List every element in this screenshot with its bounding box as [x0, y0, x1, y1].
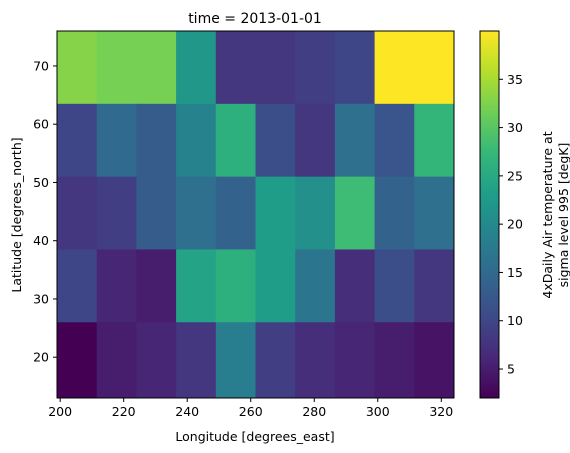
- heatmap-cell: [414, 31, 455, 105]
- heatmap-cell: [414, 249, 455, 323]
- heatmap-cell: [414, 176, 455, 250]
- heatmap-cell: [136, 249, 177, 323]
- y-tick-label: 50: [33, 175, 49, 190]
- heatmap-cell: [334, 103, 376, 178]
- heatmap-cell: [374, 249, 415, 323]
- x-tick-label: 240: [175, 404, 199, 419]
- heatmap-cell: [255, 249, 296, 323]
- y-axis-label: Latitude [degrees_north]: [9, 137, 24, 292]
- x-axis-label: Longitude [degrees_east]: [175, 429, 334, 444]
- heatmap-cell: [295, 322, 336, 399]
- heatmap-cell: [374, 31, 415, 105]
- heatmap-cells: [57, 31, 455, 399]
- colorbar-tick-label: 30: [507, 120, 523, 135]
- chart-title: time = 2013-01-01: [188, 11, 322, 27]
- heatmap-cell: [215, 176, 256, 250]
- heatmap-cell: [96, 249, 137, 323]
- heatmap-cell: [96, 176, 137, 250]
- y-tick-label: 60: [33, 117, 49, 132]
- heatmap-cell: [57, 31, 98, 105]
- heatmap-cell: [295, 103, 336, 178]
- heatmap-cell: [374, 103, 415, 178]
- x-axis-ticks: 200 220 240 260 280 300 320: [48, 398, 453, 419]
- x-tick-label: 200: [48, 404, 72, 419]
- colorbar-tick-label: 25: [507, 168, 523, 183]
- colorbar-tick-label: 20: [507, 217, 523, 232]
- heatmap-cell: [295, 176, 336, 250]
- heatmap-cell: [334, 249, 376, 323]
- heatmap-cell: [334, 176, 376, 250]
- heatmap-cell: [176, 249, 217, 323]
- colorbar-label-line-2: sigma level 995 [degK]: [556, 143, 570, 288]
- heatmap-cell: [96, 103, 137, 178]
- heatmap-cell: [136, 176, 177, 250]
- y-tick-label: 20: [33, 350, 49, 365]
- heatmap-cell: [57, 322, 98, 399]
- heatmap-cell: [334, 322, 376, 399]
- heatmap-cell: [255, 176, 296, 250]
- x-tick-label: 300: [366, 404, 390, 419]
- heatmap-cell: [176, 103, 217, 178]
- heatmap-cell: [215, 322, 256, 399]
- x-tick-label: 220: [112, 404, 136, 419]
- heatmap-cell: [374, 322, 415, 399]
- heatmap-cell: [96, 322, 137, 399]
- colorbar: [479, 30, 500, 399]
- x-tick-label: 320: [429, 404, 453, 419]
- heatmap-cell: [414, 103, 455, 178]
- heatmap-cell: [295, 31, 336, 105]
- y-tick-label: 70: [33, 58, 49, 73]
- heatmap-cell: [176, 31, 217, 105]
- heatmap-cell: [57, 103, 98, 178]
- y-tick-label: 40: [33, 233, 49, 248]
- x-tick-label: 260: [239, 404, 263, 419]
- heatmap-cell: [176, 322, 217, 399]
- heatmap-cell: [57, 249, 98, 323]
- heatmap-cell: [136, 103, 177, 178]
- x-tick-label: 280: [302, 404, 326, 419]
- heatmap-cell: [334, 31, 376, 105]
- heatmap-cell: [414, 322, 455, 399]
- heatmap-cell: [57, 176, 98, 250]
- plot-frame: [56, 30, 455, 399]
- heatmap-cell: [136, 31, 177, 105]
- colorbar-tick-label: 15: [507, 265, 523, 280]
- heatmap-cell: [215, 31, 256, 105]
- heatmap-cell: [295, 249, 336, 323]
- heatmap-cell: [255, 103, 296, 178]
- colorbar-tick-label: 10: [507, 313, 523, 328]
- heatmap-cell: [374, 176, 415, 250]
- y-tick-label: 30: [33, 291, 49, 306]
- colorbar-tick-label: 5: [507, 362, 515, 377]
- colorbar-ticks: 5 10 15 20 25 30 35: [499, 72, 523, 377]
- heatmap-cell: [255, 322, 296, 399]
- heatmap-cell: [96, 31, 137, 105]
- heatmap-cell: [255, 31, 296, 105]
- heatmap-cell: [215, 249, 256, 323]
- y-axis-ticks: 20 30 40 50 60 70: [33, 58, 57, 365]
- colorbar-tick-label: 35: [507, 72, 523, 87]
- heatmap-cell: [176, 176, 217, 250]
- heatmap-cell: [215, 103, 256, 178]
- colorbar-label-line-1: 4xDaily Air temperature at: [540, 131, 555, 298]
- heatmap-cell: [136, 322, 177, 399]
